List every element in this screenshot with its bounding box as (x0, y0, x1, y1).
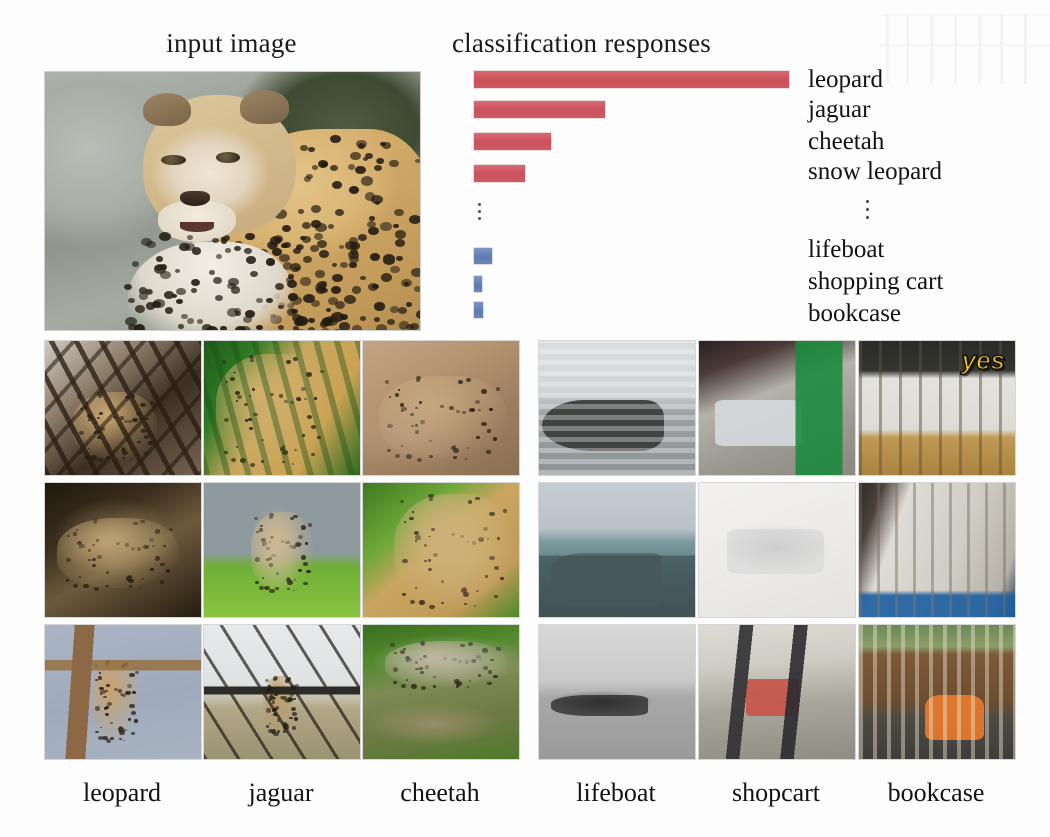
thumbnail-bookcase-row3 (858, 624, 1016, 760)
class-label-snow-leopard: snow leopard (808, 158, 942, 185)
response-bar-shopping-cart (474, 276, 482, 292)
input-image-title: input image (166, 28, 297, 58)
bottom-label-jaguar: jaguar (248, 778, 314, 807)
thumbnail-jaguar-row2 (203, 482, 361, 618)
thumbnail-leopard-row2 (44, 482, 202, 618)
thumbnail-jaguar-row1 (203, 340, 361, 476)
thumbnail-bookcase-row2 (858, 482, 1016, 618)
bottom-label-lifeboat: lifeboat (576, 778, 656, 807)
thumbnail-jaguar-row3 (203, 624, 361, 760)
thumbnail-cheetah-row1 (362, 340, 520, 476)
thumbnail-lifeboat-row2 (538, 482, 696, 618)
thumbnail-bookcase-row1: yes (858, 340, 1016, 476)
thumbnail-overlay-text: yes (961, 344, 1006, 376)
bottom-label-bookcase: bookcase (887, 778, 985, 807)
thumbnail-lifeboat-row1 (538, 340, 696, 476)
response-bar-jaguar (474, 101, 605, 118)
class-label-lifeboat: lifeboat (808, 236, 885, 263)
bar-ellipsis-icon (478, 203, 481, 224)
class-label-bookcase: bookcase (808, 300, 902, 327)
classification-responses-title: classification responses (452, 28, 711, 58)
response-bar-cheetah (474, 133, 551, 150)
response-bar-bookcase (474, 302, 483, 318)
bottom-label-cheetah: cheetah (400, 778, 480, 807)
bottom-label-leopard: leopard (83, 778, 161, 807)
input-image-photo (44, 71, 421, 331)
bottom-label-shopcart: shopcart (731, 778, 821, 807)
class-label-ellipsis-icon (866, 200, 869, 224)
response-bar-lifeboat (474, 248, 492, 264)
thumbnail-cheetah-row3 (362, 624, 520, 760)
background-watermark (880, 14, 1050, 84)
thumbnail-shopcart-row3 (698, 624, 856, 760)
class-label-jaguar: jaguar (808, 96, 871, 123)
class-label-shopping-cart: shopping cart (808, 268, 944, 295)
response-bar-snow-leopard (474, 165, 525, 182)
class-label-leopard: leopard (808, 66, 883, 93)
thumbnail-leopard-row1 (44, 340, 202, 476)
thumbnail-shopcart-row1 (698, 340, 856, 476)
thumbnail-leopard-row3 (44, 624, 202, 760)
thumbnail-cheetah-row2 (362, 482, 520, 618)
response-bar-leopard (474, 71, 789, 88)
class-label-cheetah: cheetah (808, 128, 885, 155)
thumbnail-lifeboat-row3 (538, 624, 696, 760)
thumbnail-shopcart-row2 (698, 482, 856, 618)
